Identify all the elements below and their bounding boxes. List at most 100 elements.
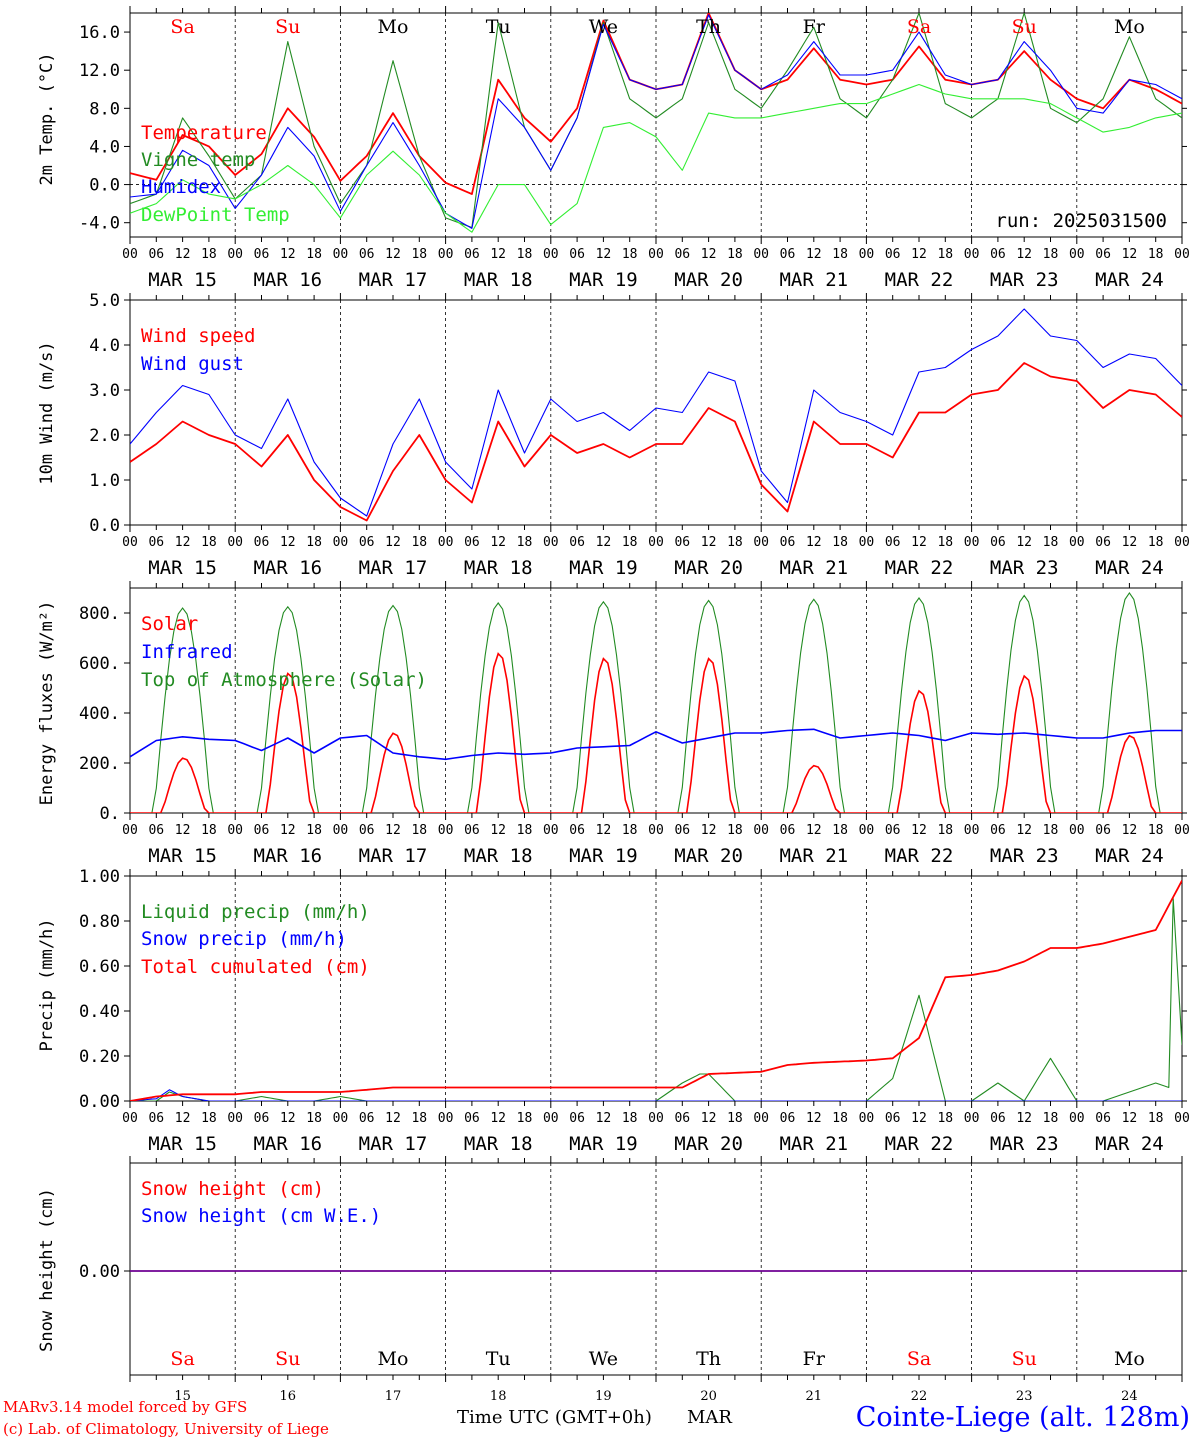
legend-entry: Top of Atmosphere (Solar): [141, 669, 427, 691]
weekday-label-bottom: Th: [696, 1348, 721, 1370]
hour-tick-label: 00: [859, 247, 875, 262]
hour-tick-label: 12: [806, 535, 822, 550]
hour-tick-label: 18: [1148, 823, 1164, 838]
date-label: MAR 17: [359, 845, 428, 867]
y-tick-label: 0.40: [79, 1002, 120, 1022]
hour-tick-label: 18: [622, 823, 638, 838]
y-axis-title: 10m Wind (m/s): [37, 341, 57, 484]
hour-tick-label: 12: [701, 823, 717, 838]
hour-tick-label: 18: [201, 247, 217, 262]
hour-tick-label: 12: [385, 535, 401, 550]
series-dewpoint-temp: [130, 83, 1182, 233]
hour-tick-label: 06: [148, 823, 164, 838]
plot-area: [130, 880, 1182, 1101]
hour-tick-label: 18: [1148, 247, 1164, 262]
day-number-label: 17: [385, 1389, 402, 1404]
hour-tick-label: 12: [280, 535, 296, 550]
hour-tick-label: 00: [964, 823, 980, 838]
date-label: MAR 20: [674, 1133, 743, 1155]
hour-tick-label: 06: [148, 247, 164, 262]
y-axis-title: Snow height (cm): [37, 1188, 57, 1352]
hour-tick-label: 06: [464, 535, 480, 550]
hour-tick-label: 18: [1043, 823, 1059, 838]
y-tick-label: 0.00: [79, 1092, 120, 1112]
hour-tick-label: 06: [674, 535, 690, 550]
y-tick-label: 200.: [79, 754, 120, 774]
weekday-label-bottom: Mo: [1114, 1348, 1145, 1370]
hour-tick-label: 06: [569, 1111, 585, 1126]
hour-tick-label: 06: [464, 1111, 480, 1126]
hour-tick-label: 12: [701, 247, 717, 262]
hour-tick-label: 18: [1043, 247, 1059, 262]
hour-tick-label: 18: [1043, 535, 1059, 550]
legend-entry: Humidex: [141, 176, 221, 198]
date-label: MAR 19: [569, 845, 638, 867]
hour-tick-label: 18: [411, 823, 427, 838]
hour-tick-label: 00: [438, 535, 454, 550]
date-label: MAR 18: [464, 269, 533, 291]
date-label: MAR 18: [464, 845, 533, 867]
hour-tick-label: 18: [727, 1111, 743, 1126]
hour-tick-label: 18: [201, 535, 217, 550]
date-label: MAR 16: [253, 845, 322, 867]
y-tick-label: 0.20: [79, 1047, 120, 1067]
panel-4: 1.00 0.80 0.60 0.40 0.20 0.00 Precip (mm/h) 00 0…: [37, 867, 1190, 1155]
hour-tick-label: 00: [859, 823, 875, 838]
hour-tick-label: 06: [359, 535, 375, 550]
hour-tick-label: 00: [543, 1111, 559, 1126]
hour-tick-label: 06: [674, 1111, 690, 1126]
weekday-label-top: Su: [1012, 16, 1037, 38]
hour-tick-label: 12: [490, 823, 506, 838]
plot-area: [130, 592, 1182, 813]
hour-tick-label: 06: [569, 535, 585, 550]
legend-entry: Snow precip (mm/h): [141, 928, 347, 950]
hour-tick-label: 12: [385, 247, 401, 262]
series-humidex: [130, 14, 1182, 229]
plot-area: [130, 13, 1182, 233]
hour-tick-label: 06: [148, 1111, 164, 1126]
weekday-label-top: Fr: [803, 16, 826, 38]
series-infrared: [130, 728, 1182, 761]
hour-tick-label: 12: [911, 1111, 927, 1126]
weekday-label-top: Su: [275, 16, 300, 38]
hour-tick-label: 12: [911, 535, 927, 550]
hour-tick-label: 06: [1095, 1111, 1111, 1126]
y-tick-label: 0.80: [79, 912, 120, 932]
y-tick-label: 0.: [100, 804, 120, 824]
hour-tick-label: 12: [1016, 1111, 1032, 1126]
date-label: MAR 21: [779, 1133, 848, 1155]
hour-tick-label: 12: [490, 535, 506, 550]
panel-frame: [129, 587, 1183, 814]
date-label: MAR 20: [674, 557, 743, 579]
y-tick-label: 800.: [79, 604, 120, 624]
hour-tick-label: 00: [438, 247, 454, 262]
date-label: MAR 22: [885, 269, 954, 291]
hour-tick-label: 12: [701, 1111, 717, 1126]
hour-tick-label: 18: [727, 535, 743, 550]
hour-tick-label: 12: [175, 1111, 191, 1126]
y-axis-title: 2m Temp. (°C): [37, 52, 57, 185]
hour-tick-label: 06: [990, 823, 1006, 838]
series-liquid-precip-mm-h: [130, 897, 1182, 1101]
weekday-label-top: Sa: [907, 16, 931, 38]
hour-tick-label: 12: [175, 247, 191, 262]
weekday-label-bottom: Sa: [170, 1348, 194, 1370]
hour-tick-label: 06: [990, 247, 1006, 262]
series-wind-speed: [130, 362, 1182, 522]
hour-tick-label: 00: [1174, 247, 1190, 262]
weekday-label-top: We: [589, 16, 618, 38]
hour-tick-label: 00: [964, 247, 980, 262]
hour-tick-label: 12: [1122, 247, 1138, 262]
hour-tick-label: 18: [1148, 535, 1164, 550]
hour-tick-label: 12: [385, 823, 401, 838]
date-label: MAR 24: [1095, 557, 1164, 579]
day-number-label: 20: [700, 1389, 717, 1404]
legend-entry: Liquid precip (mm/h): [141, 901, 370, 923]
hour-tick-label: 12: [280, 823, 296, 838]
date-label: MAR 21: [779, 845, 848, 867]
hour-tick-label: 18: [306, 247, 322, 262]
hour-tick-label: 06: [1095, 247, 1111, 262]
y-tick-label: 1.0: [89, 471, 120, 491]
hour-tick-label: 00: [859, 535, 875, 550]
